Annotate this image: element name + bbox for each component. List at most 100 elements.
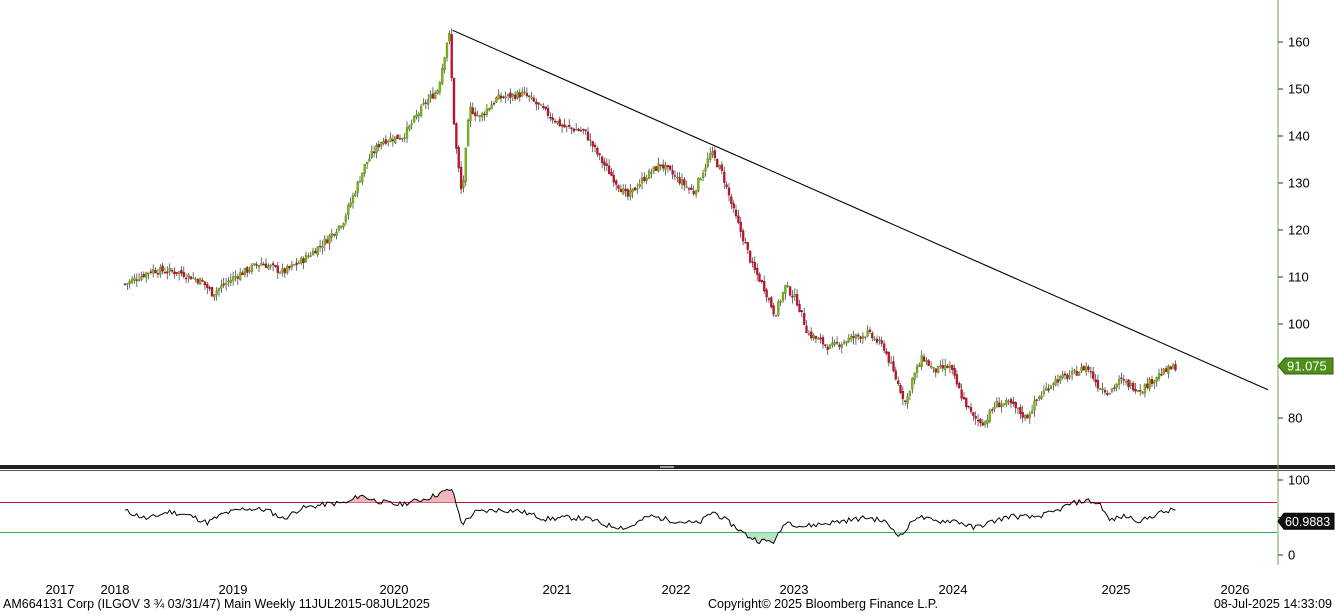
candle-body [730, 196, 733, 204]
candle-body [857, 334, 860, 337]
candle-body [821, 337, 825, 345]
candle-body [962, 397, 966, 400]
candle-body [509, 92, 512, 98]
candle-body [481, 113, 484, 118]
timestamp: 08-Jul-2025 14:33:09 [1213, 597, 1332, 611]
candle-body [347, 205, 350, 216]
candle-body [763, 281, 766, 292]
candle-body [904, 400, 907, 402]
candle-body [932, 366, 935, 369]
candle-body [1021, 412, 1024, 418]
candle-body [253, 263, 256, 266]
candle-body [756, 267, 759, 275]
candle-body [892, 361, 895, 371]
candle-body [948, 364, 952, 368]
candle-body [723, 171, 726, 183]
oversold-fill [125, 532, 1176, 544]
candle-body [793, 294, 796, 297]
x-tick-label: 2025 [1102, 582, 1131, 597]
candle-body [1132, 382, 1135, 391]
candle-body [784, 285, 787, 295]
candle-body [384, 139, 388, 144]
candle-body [889, 362, 893, 364]
candle-body [1122, 379, 1125, 381]
candle-body [1000, 404, 1003, 408]
candle-body [309, 255, 312, 257]
candle-body [1042, 390, 1046, 395]
candle-body [137, 279, 141, 281]
candle-body [318, 245, 322, 248]
candle-body [831, 342, 834, 346]
candle-body [915, 366, 919, 373]
candle-body [913, 372, 916, 380]
candle-body [281, 268, 284, 273]
candle-body [568, 124, 571, 127]
last-price-badge [1277, 357, 1334, 375]
candle-body [939, 365, 942, 367]
candle-body [1063, 373, 1067, 376]
candle-body [967, 405, 970, 408]
candle-body [523, 91, 526, 93]
candle-body [234, 276, 237, 278]
candle-body [591, 141, 594, 147]
candle-body [358, 180, 362, 183]
candle-body [220, 285, 223, 289]
candle-body [1169, 366, 1172, 370]
candle-body [210, 287, 214, 297]
candle-body [365, 161, 369, 165]
candle-body [264, 263, 268, 268]
candle-body [803, 313, 806, 325]
candle-body [1127, 379, 1130, 388]
candle-body [976, 419, 980, 422]
candle-body [243, 267, 247, 276]
x-tick-label: 2022 [662, 582, 691, 597]
candle-body [1005, 400, 1008, 405]
candle-body [163, 272, 167, 274]
copyright-text: Copyright© 2025 Bloomberg Finance L.P. [708, 597, 938, 611]
candle-body [925, 360, 928, 363]
candle-body [718, 165, 721, 169]
candle-body [1054, 378, 1057, 386]
candle-body [445, 42, 449, 58]
candle-body [697, 177, 700, 192]
candle-body [845, 341, 848, 344]
candle-body [840, 344, 843, 348]
candle-body [415, 115, 418, 118]
candle-body [878, 339, 881, 342]
candle-body [149, 271, 153, 273]
candle-body [422, 103, 425, 105]
candle-body [683, 179, 686, 186]
candle-body [828, 344, 832, 349]
candle-body [459, 166, 463, 190]
candle-body [619, 188, 623, 193]
price-y-tick-label: 120 [1288, 223, 1310, 238]
candle-body [152, 269, 155, 274]
candle-body [645, 178, 648, 181]
candle-body [466, 119, 470, 147]
candle-body [965, 397, 968, 408]
candle-body [546, 108, 550, 116]
candle-body [241, 272, 244, 276]
candle-body [147, 272, 150, 275]
candle-body [1038, 396, 1041, 400]
candle-body [262, 264, 265, 266]
candle-body [565, 125, 568, 128]
candle-body [448, 32, 451, 42]
candle-body [412, 116, 416, 123]
candle-body [558, 119, 561, 127]
candle-body [873, 338, 876, 340]
x-tick-label: 2024 [939, 582, 968, 597]
candle-body [288, 266, 291, 269]
candle-body [908, 390, 912, 396]
candle-body [283, 268, 286, 274]
candle-body [389, 137, 392, 142]
candle-body [1141, 391, 1144, 394]
x-tick-label: 2023 [780, 582, 809, 597]
candle-body [911, 378, 914, 390]
candle-body [314, 250, 317, 254]
candle-body [553, 120, 557, 123]
candle-body [1019, 407, 1022, 414]
candle-body [156, 273, 160, 275]
candle-body [1101, 388, 1104, 391]
candle-body [142, 274, 145, 277]
